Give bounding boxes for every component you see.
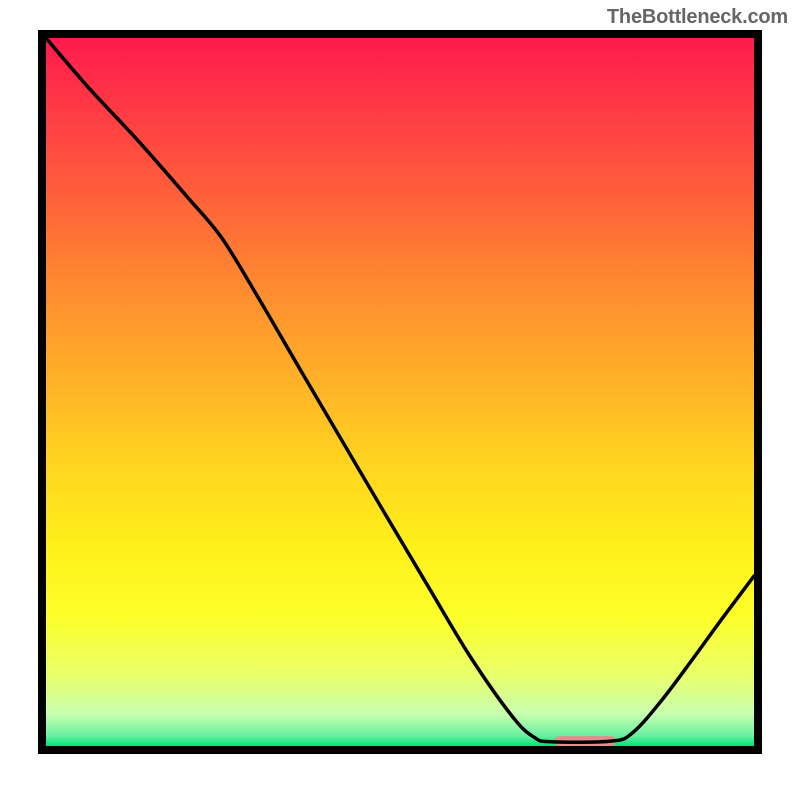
chart-container: TheBottleneck.com	[0, 0, 800, 800]
watermark-text: TheBottleneck.com	[607, 6, 788, 29]
bottleneck-chart	[0, 0, 800, 800]
plot-background	[46, 38, 754, 746]
